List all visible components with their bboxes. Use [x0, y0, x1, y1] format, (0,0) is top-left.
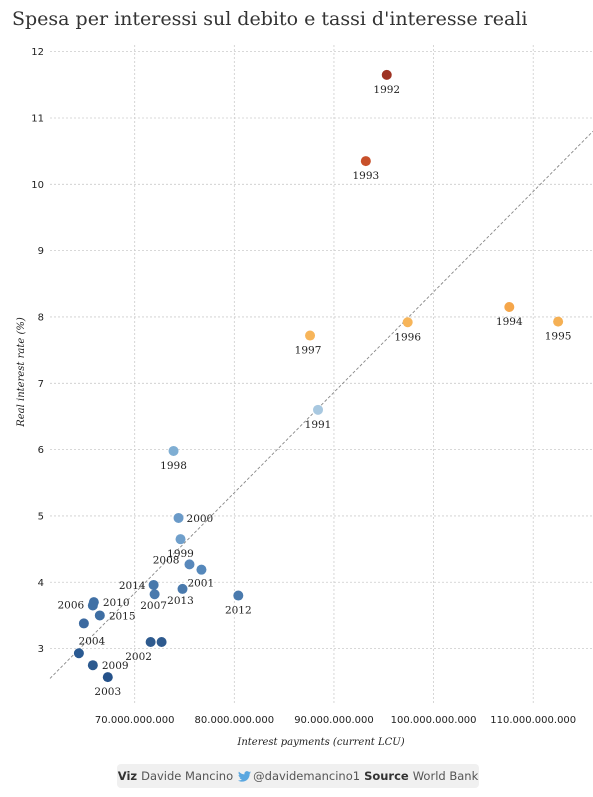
- y-tick-label: 5: [38, 511, 44, 522]
- y-tick-label: 8: [38, 312, 44, 323]
- y-tick-label: 12: [31, 47, 44, 58]
- point-label: 2012: [225, 605, 252, 617]
- point-label: 2001: [187, 578, 214, 590]
- point-label: 1992: [373, 84, 400, 96]
- chart-title: Spesa per interessi sul debito e tassi d…: [12, 8, 528, 30]
- point-label: 2003: [94, 686, 121, 698]
- point-label: 2007: [140, 600, 167, 612]
- data-point: [233, 590, 244, 601]
- point-label: 2010: [103, 597, 130, 609]
- y-tick-label: 9: [38, 246, 44, 257]
- data-points: [73, 69, 564, 683]
- data-point: [553, 316, 564, 327]
- point-label: 1996: [394, 331, 421, 343]
- twitter-handle[interactable]: @davidemancino1: [253, 769, 361, 783]
- point-label: 2013: [167, 595, 194, 607]
- point-label: 2000: [187, 513, 214, 525]
- y-tick-label: 10: [31, 180, 44, 191]
- data-point: [145, 636, 156, 647]
- data-point: [381, 69, 392, 80]
- source-name: World Bank: [412, 769, 479, 783]
- x-tick-label: 100.000.000.000: [391, 715, 477, 726]
- y-tick-label: 7: [38, 379, 44, 390]
- credits-footer: Viz Davide Mancino @davidemancino1 Sourc…: [117, 764, 479, 788]
- y-axis-ticks: 3 4 5 6 7 8 9 10 11 12: [31, 47, 44, 655]
- point-label: 1998: [160, 460, 187, 472]
- point-label: 2008: [153, 554, 180, 566]
- point-label: 1993: [352, 170, 379, 182]
- data-point: [173, 512, 184, 523]
- trendline: [49, 130, 593, 679]
- data-point: [184, 559, 195, 570]
- data-point: [156, 636, 167, 647]
- y-tick-label: 4: [38, 578, 44, 589]
- viz-author: Davide Mancino: [141, 769, 234, 783]
- x-tick-label: 70.000.000.000: [95, 715, 175, 726]
- x-tick-label: 110.000.000.000: [490, 715, 576, 726]
- point-label: 1999: [167, 548, 194, 560]
- point-label: 1994: [496, 316, 523, 328]
- source-label: Source: [364, 769, 409, 783]
- x-axis-ticks: 70.000.000.000 80.000.000.000 90.000.000.0…: [95, 715, 576, 726]
- data-point: [87, 600, 98, 611]
- data-point: [78, 618, 89, 629]
- trendline-line: [49, 130, 593, 679]
- point-label: 2004: [79, 635, 106, 647]
- data-point: [313, 404, 324, 415]
- data-point: [149, 589, 160, 600]
- twitter-bird-icon: [238, 770, 252, 782]
- x-tick-label: 90.000.000.000: [294, 715, 374, 726]
- data-point: [402, 317, 413, 328]
- data-point: [360, 156, 371, 167]
- point-label: 1991: [305, 419, 332, 431]
- data-point: [168, 445, 179, 456]
- point-label: 1995: [545, 331, 572, 343]
- x-axis-label: Interest payments (current LCU): [236, 737, 404, 748]
- data-point: [94, 610, 105, 621]
- y-tick-label: 11: [31, 113, 44, 124]
- y-tick-label: 6: [38, 445, 44, 456]
- point-label: 2009: [102, 660, 129, 672]
- x-tick-label: 80.000.000.000: [195, 715, 275, 726]
- point-label: 2006: [58, 599, 85, 611]
- y-axis-label: Real interest rate (%): [16, 317, 27, 428]
- viz-label: Viz: [117, 769, 138, 783]
- data-point: [177, 583, 188, 594]
- gridlines: [50, 45, 593, 705]
- point-label: 2014: [119, 580, 146, 592]
- point-label: 2002: [125, 651, 152, 663]
- point-labels: 1991 1992 1993 1994 1995 1996 1997 1998 1999 2000…: [58, 84, 572, 698]
- data-point: [305, 330, 316, 341]
- data-point: [102, 672, 113, 683]
- data-point: [87, 660, 98, 671]
- point-label: 1997: [295, 345, 322, 357]
- data-point: [148, 579, 159, 590]
- data-point: [504, 302, 515, 313]
- data-point: [175, 534, 186, 545]
- data-point: [196, 564, 207, 575]
- y-tick-label: 3: [38, 644, 44, 655]
- data-point: [73, 648, 84, 659]
- point-label: 2015: [109, 610, 136, 622]
